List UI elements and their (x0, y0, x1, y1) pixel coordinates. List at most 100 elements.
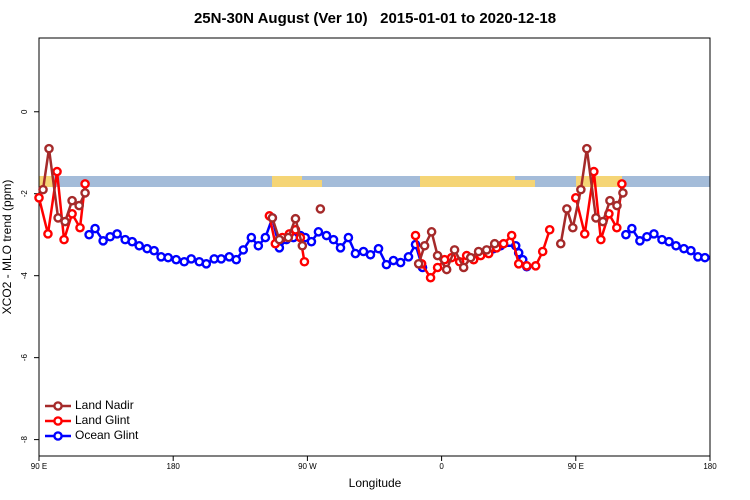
legend-marker (53, 401, 63, 411)
data-point (671, 240, 681, 251)
data-point (84, 229, 94, 240)
data-point (465, 252, 476, 263)
data-point (112, 229, 122, 239)
data-point (426, 227, 437, 237)
data-point (458, 262, 469, 273)
data-point (274, 234, 285, 245)
data-point (649, 229, 659, 239)
x-tick-label: 90 E (31, 462, 47, 471)
data-point (617, 179, 627, 189)
data-point (80, 179, 90, 189)
data-point (635, 236, 645, 246)
data-point (506, 230, 517, 241)
data-point (562, 204, 572, 214)
data-point (555, 238, 566, 249)
data-point (498, 238, 509, 249)
data-point (373, 243, 384, 254)
data-point (186, 254, 197, 264)
data-point (80, 188, 90, 198)
data-point (410, 230, 421, 241)
data-point (306, 236, 317, 247)
data-point (350, 248, 361, 259)
data-point (481, 245, 492, 255)
data-point (34, 193, 44, 203)
data-point (38, 184, 48, 195)
x-tick-label: 90 W (298, 462, 317, 471)
data-point (579, 229, 590, 239)
data-point (568, 222, 578, 233)
data-point (598, 216, 608, 227)
data-point (134, 240, 145, 251)
data-point (60, 216, 70, 227)
data-point (67, 195, 77, 206)
data-point (299, 256, 310, 267)
data-point (44, 143, 54, 154)
data-point (52, 166, 62, 177)
y-tick-label: -4 (20, 272, 29, 280)
legend-label: Land Nadir (75, 398, 134, 412)
data-point (216, 254, 227, 264)
data-point (432, 262, 443, 273)
data-point (74, 200, 84, 211)
data-point (612, 222, 622, 233)
data-point (335, 243, 346, 253)
data-point (246, 232, 257, 243)
data-point (343, 232, 354, 243)
data-point (612, 200, 622, 211)
data-point (395, 257, 406, 268)
data-point (537, 246, 548, 257)
data-point (43, 229, 53, 239)
x-axis-label: Longitude (349, 476, 402, 490)
data-point (489, 238, 500, 249)
legend-label: Ocean Glint (75, 428, 139, 442)
x-tick-label: 0 (439, 462, 444, 471)
y-axis-label: XCO2 - MLO trend (ppm) (0, 180, 14, 315)
data-point (591, 213, 601, 223)
data-point (621, 229, 631, 240)
data-point (75, 222, 85, 233)
data-point (253, 240, 264, 251)
data-point (90, 223, 100, 234)
data-point (290, 213, 301, 224)
y-tick-label: 0 (20, 109, 29, 114)
data-point (413, 259, 424, 269)
data-point (313, 227, 324, 237)
data-point (365, 249, 376, 260)
data-point (605, 195, 615, 206)
x-tick-label: 180 (703, 462, 717, 471)
data-point (163, 252, 173, 263)
data-point (53, 213, 63, 223)
data-point (432, 250, 443, 261)
legend-marker (53, 431, 63, 441)
chart-title: 25N-30N August (Ver 10) 2015-01-01 to 20… (194, 10, 556, 27)
data-point (449, 245, 460, 255)
data-point (328, 234, 339, 245)
data-point (59, 234, 69, 245)
x-tick-label: 180 (167, 462, 181, 471)
data-point (513, 259, 524, 269)
legend-marker (53, 416, 63, 426)
data-point (403, 252, 414, 262)
legend-label: Land Glint (75, 413, 130, 427)
y-tick-label: -2 (20, 190, 29, 198)
data-point (201, 259, 212, 269)
data-point (664, 236, 674, 247)
data-point (127, 236, 137, 247)
data-point (700, 252, 710, 263)
data-point (530, 261, 541, 271)
data-point (315, 204, 326, 214)
data-point (618, 188, 628, 198)
series-line (41, 147, 625, 271)
land-ocean-strip (39, 176, 710, 187)
data-point (260, 232, 271, 243)
data-point (171, 254, 181, 265)
data-point (98, 236, 108, 246)
y-tick-label: -6 (20, 354, 29, 362)
data-point (473, 246, 484, 257)
x-tick-label: 90 E (568, 462, 584, 471)
data-point (576, 184, 586, 195)
data-point (419, 240, 430, 251)
data-point (297, 240, 308, 251)
